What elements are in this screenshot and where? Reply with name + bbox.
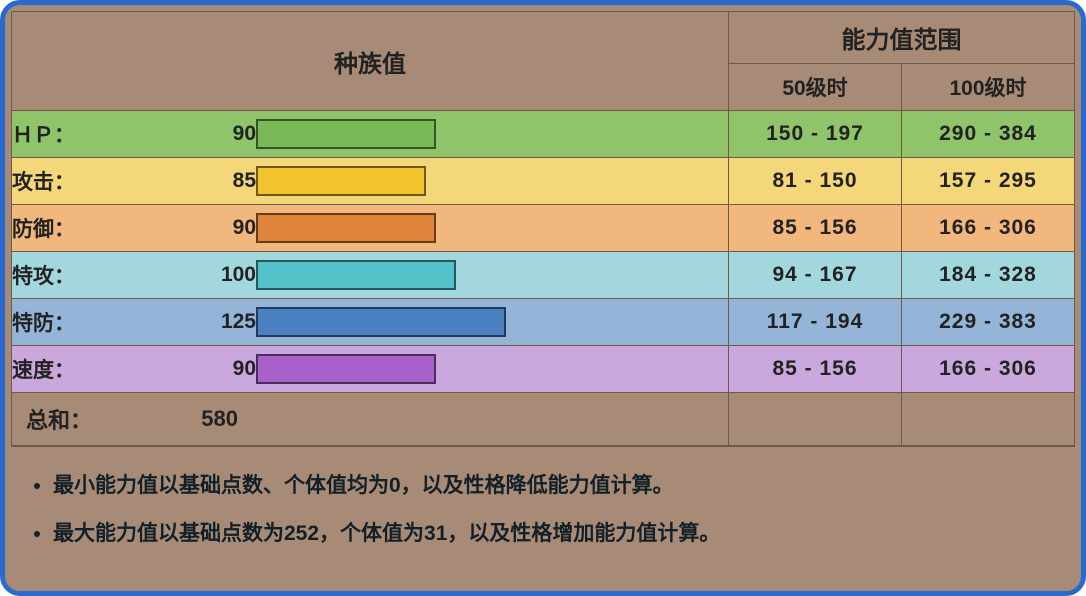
total-bar-cell: [256, 393, 729, 446]
stat-value: 90: [147, 111, 256, 158]
stat-value: 90: [147, 346, 256, 393]
stat-row: 攻击：85 81 - 150157 - 295: [12, 158, 1075, 205]
stat-range-lv50: 117 - 194: [729, 299, 902, 346]
header-range: 能力值范围: [729, 12, 1075, 64]
stat-range-lv100: 157 - 295: [902, 158, 1075, 205]
stat-label: 特攻：: [12, 252, 148, 299]
stat-row: ＨＰ：90 150 - 197290 - 384: [12, 111, 1075, 158]
stat-bar: [256, 354, 436, 384]
stat-label: 防御：: [12, 205, 148, 252]
stat-range-lv50: 94 - 167: [729, 252, 902, 299]
total-label: 总和：: [12, 393, 148, 446]
total-empty-lv50: [729, 393, 902, 446]
stat-row: 特防：125 117 - 194229 - 383: [12, 299, 1075, 346]
stat-value: 125: [147, 299, 256, 346]
stat-row: 防御：90 85 - 156166 - 306: [12, 205, 1075, 252]
stat-range-lv50: 85 - 156: [729, 346, 902, 393]
stat-range-lv100: 184 - 328: [902, 252, 1075, 299]
stat-bar-cell: [256, 205, 729, 252]
stats-panel: 种族值 能力值范围 50级时 100级时 ＨＰ：90150 - 197290 -…: [0, 0, 1086, 596]
notes-area: 最小能力值以基础点数、个体值均为0，以及性格降低能力值计算。 最大能力值以基础点…: [11, 446, 1075, 585]
stats-inner: 种族值 能力值范围 50级时 100级时 ＨＰ：90150 - 197290 -…: [11, 11, 1075, 585]
note-min: 最小能力值以基础点数、个体值均为0，以及性格降低能力值计算。: [53, 469, 1057, 499]
header-base-stats: 种族值: [12, 12, 729, 111]
stat-bar-cell: [256, 346, 729, 393]
stat-range-lv100: 290 - 384: [902, 111, 1075, 158]
stat-bar: [256, 260, 456, 290]
stat-label: 攻击：: [12, 158, 148, 205]
stat-range-lv50: 150 - 197: [729, 111, 902, 158]
total-empty-lv100: [902, 393, 1075, 446]
stat-label: 特防：: [12, 299, 148, 346]
stat-value: 100: [147, 252, 256, 299]
stat-bar: [256, 166, 426, 196]
stat-value: 90: [147, 205, 256, 252]
stat-bar-cell: [256, 252, 729, 299]
stat-range-lv50: 81 - 150: [729, 158, 902, 205]
stat-range-lv100: 166 - 306: [902, 205, 1075, 252]
stat-range-lv100: 166 - 306: [902, 346, 1075, 393]
stat-row: 特攻：100 94 - 167184 - 328: [12, 252, 1075, 299]
stat-bar-cell: [256, 111, 729, 158]
stat-row: 速度：90 85 - 156166 - 306: [12, 346, 1075, 393]
stat-bar: [256, 213, 436, 243]
total-value: 580: [147, 393, 256, 446]
stat-bar-cell: [256, 299, 729, 346]
header-lv50: 50级时: [729, 64, 902, 111]
stat-range-lv100: 229 - 383: [902, 299, 1075, 346]
stat-range-lv50: 85 - 156: [729, 205, 902, 252]
stat-value: 85: [147, 158, 256, 205]
stat-label: 速度：: [12, 346, 148, 393]
total-row: 总和：580: [12, 393, 1075, 446]
stats-table: 种族值 能力值范围 50级时 100级时 ＨＰ：90150 - 197290 -…: [11, 11, 1075, 446]
stat-bar-cell: [256, 158, 729, 205]
stat-label: ＨＰ：: [12, 111, 148, 158]
stat-bar: [256, 307, 506, 337]
stat-bar: [256, 119, 436, 149]
header-lv100: 100级时: [902, 64, 1075, 111]
note-max: 最大能力值以基础点数为252，个体值为31，以及性格增加能力值计算。: [53, 517, 1057, 547]
